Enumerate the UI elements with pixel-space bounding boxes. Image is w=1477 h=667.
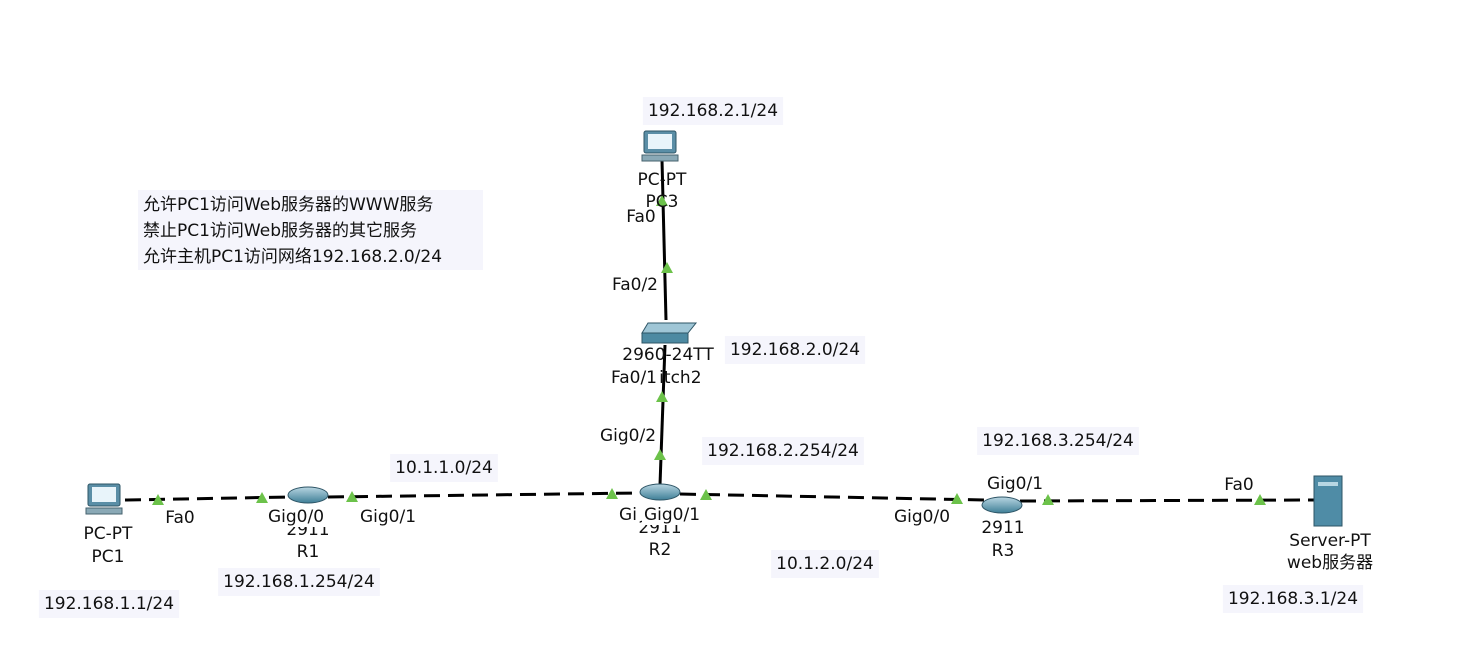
interface-label: Gig0/0	[268, 507, 324, 527]
devices	[85, 130, 1343, 527]
link	[327, 491, 641, 499]
link-end	[951, 493, 963, 504]
network-note: 192.168.3.1/24	[1228, 589, 1358, 609]
link-end	[700, 489, 712, 500]
annotation: 允许PC1访问Web服务器的WWW服务 禁止PC1访问Web服务器的其它服务 允…	[138, 190, 483, 270]
interface-label: Fa0/2	[612, 275, 658, 295]
interface-label: Gig0/1	[360, 507, 416, 527]
device-name: PC1	[92, 547, 125, 567]
interface-label: Gig0/0	[894, 507, 950, 527]
note-bg	[38, 590, 180, 618]
link-end	[256, 492, 268, 503]
note-bg	[724, 336, 866, 364]
note-bg	[218, 568, 380, 596]
interface-label-bg	[1222, 475, 1256, 495]
router-icon	[639, 483, 681, 501]
pc-icon	[641, 130, 679, 162]
interface-label-bg	[617, 505, 639, 525]
link-end	[346, 491, 358, 502]
device-model: PC-PT	[638, 170, 688, 190]
link	[660, 159, 668, 321]
interface-label: Gi	[619, 505, 637, 525]
router-icon	[287, 486, 329, 504]
interface-label-bg	[984, 474, 1046, 494]
interface-label: Fa0	[626, 207, 655, 227]
network-note: 192.168.2.1/24	[648, 101, 778, 121]
device-model: 2960-24TT	[622, 345, 714, 365]
interface-label: Fa0	[165, 508, 194, 528]
annotation-box	[138, 190, 483, 270]
device-model: 2911	[981, 518, 1024, 538]
network-note: 192.168.2.0/24	[730, 340, 860, 360]
annotation-line: 禁止PC1访问Web服务器的其它服务	[143, 221, 417, 241]
interface-label-bg	[610, 275, 660, 295]
interface-label-bg	[163, 508, 197, 528]
link	[658, 344, 667, 486]
device-name: R3	[992, 541, 1015, 561]
link	[679, 492, 986, 502]
pc-icon	[85, 483, 123, 515]
interface-label: Gig0/1	[644, 505, 700, 525]
note-bg	[642, 97, 784, 125]
network-note: 192.168.1.254/24	[223, 572, 375, 592]
link	[1019, 498, 1315, 503]
interface-label: Fa0	[1224, 475, 1253, 495]
annotation-line: 允许PC1访问Web服务器的WWW服务	[143, 195, 433, 215]
link-end	[656, 195, 668, 206]
link-end	[661, 262, 673, 273]
interface-label-bg	[597, 426, 659, 446]
note-bg	[771, 550, 879, 578]
switch-icon	[641, 322, 698, 344]
link-ends	[152, 195, 1266, 505]
network-note: 10.1.1.0/24	[395, 458, 493, 478]
interface-label-bg	[357, 507, 419, 527]
interface-label-bg	[624, 207, 658, 227]
link-end	[606, 488, 618, 499]
interface-label-bg	[641, 505, 703, 525]
interface-label-bg	[609, 368, 659, 388]
interface-label: Gig0/2	[600, 426, 656, 446]
interface-label: Gig0/1	[987, 474, 1043, 494]
interface-label-bg	[891, 507, 953, 527]
device-name: web服务器	[1287, 553, 1373, 573]
server-icon	[1313, 475, 1343, 527]
network-note: 10.1.2.0/24	[776, 554, 874, 574]
note-bg	[390, 454, 498, 482]
interface-label: Fa0/1	[611, 368, 657, 388]
note-bg	[702, 437, 864, 465]
link-end	[654, 449, 666, 460]
link-end	[656, 391, 668, 402]
note-bg	[977, 427, 1139, 455]
link-end	[1254, 494, 1266, 505]
device-name: R2	[649, 540, 672, 560]
link-end	[1042, 494, 1054, 505]
interface-label-bg	[265, 507, 327, 527]
device-model: PC-PT	[84, 524, 134, 544]
links	[124, 159, 1315, 503]
link-end	[152, 494, 164, 505]
network-note: 192.168.1.1/24	[44, 594, 174, 614]
annotation-line: 允许主机PC1访问网络192.168.2.0/24	[143, 247, 442, 267]
router-icon	[981, 496, 1023, 514]
device-model: Server-PT	[1289, 531, 1371, 551]
link	[124, 495, 293, 502]
device-name: R1	[297, 542, 320, 562]
network-note: 192.168.2.254/24	[707, 441, 859, 461]
network-note: 192.168.3.254/24	[982, 431, 1134, 451]
note-bg	[1222, 585, 1364, 613]
